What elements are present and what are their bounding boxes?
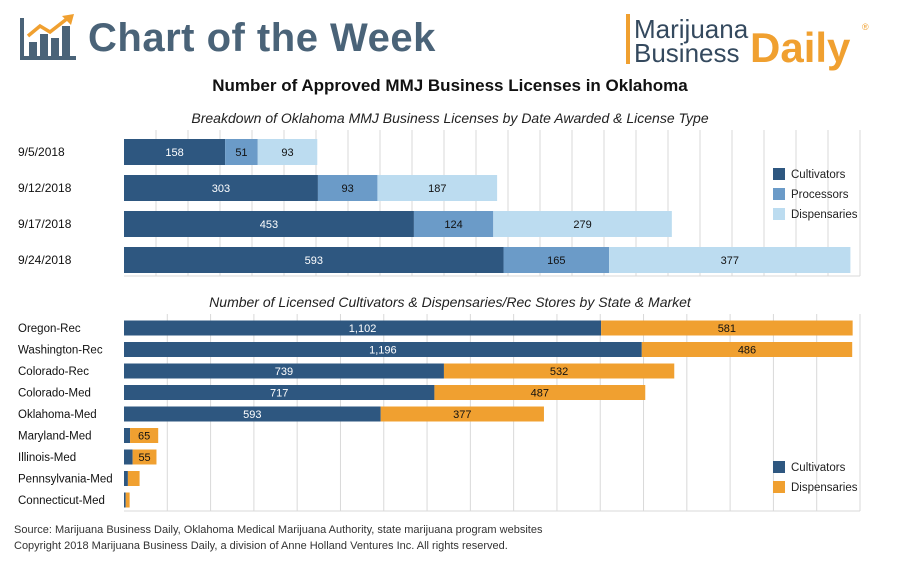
chart-2-data-label: 1,102	[349, 323, 377, 335]
chart-2-category-label: Illinois-Med	[18, 452, 76, 464]
chart-2-legend-swatch-dispensaries	[773, 481, 785, 493]
chart-1-bar-cultivators	[124, 139, 226, 165]
header-title: Chart of the Week	[88, 16, 436, 60]
chart-1-data-label: 51	[235, 147, 247, 159]
chart-1-data-label: 124	[444, 219, 462, 231]
chart-1-legend-swatch-cultivators	[773, 168, 785, 180]
chart-1-bar-dispensaries	[257, 139, 318, 165]
chart-1-legend-label: Cultivators	[791, 169, 846, 181]
chart-2-category-label: Oregon-Rec	[18, 323, 81, 335]
chart-2-legend-label: Dispensaries	[791, 482, 858, 494]
chart-2-data-label: 487	[531, 388, 549, 400]
chart-1-data-label: 158	[165, 147, 183, 159]
chart-2-data-label: 532	[550, 366, 568, 378]
chart-2-bar-dispensaries	[641, 342, 853, 357]
chart-1-category-label: 9/17/2018	[18, 217, 72, 231]
chart-1-bar-processors	[317, 175, 378, 201]
chart-1-data-label: 279	[573, 219, 591, 231]
chart-2-bar-cultivators	[124, 492, 126, 508]
chart-2-bar-cultivators	[124, 363, 444, 379]
chart-1-data-label: 453	[260, 219, 278, 231]
chart-2-bar-cultivators	[124, 320, 602, 336]
chart-2-data-label: 486	[738, 345, 756, 357]
chart-2-bar-cultivators	[124, 385, 435, 400]
chart-1-bar-cultivators	[124, 247, 504, 273]
chart-2-data-label: 581	[718, 323, 736, 335]
chart-2-category-label: Colorado-Rec	[18, 366, 89, 378]
chart-1-data-label: 165	[547, 255, 565, 267]
brand-registered-mark: ®	[862, 22, 869, 32]
source-note: Source: Marijuana Business Daily, Oklaho…	[14, 524, 543, 536]
chart-2-category-label: Colorado-Med	[18, 388, 91, 400]
chart-2-bar-dispensaries	[380, 406, 544, 422]
chart-2-data-label: 739	[275, 366, 293, 378]
chart-1-legend-label: Processors	[791, 189, 849, 201]
main-title: Number of Approved MMJ Business Licenses…	[212, 76, 688, 95]
chart-2-category-label: Oklahoma-Med	[18, 409, 97, 421]
chart-2-legend-label: Cultivators	[791, 462, 846, 474]
chart-1-bar-dispensaries	[609, 247, 851, 273]
chart-2-title: Number of Licensed Cultivators & Dispens…	[209, 294, 692, 310]
chart-1-data-label: 187	[428, 183, 446, 195]
copyright-note: Copyright 2018 Marijuana Business Daily,…	[14, 540, 508, 552]
chart-2-bar-dispensaries	[434, 385, 646, 400]
chart-2-category-label: Washington-Rec	[18, 345, 103, 357]
chart-2-category-label: Connecticut-Med	[18, 495, 105, 507]
chart-2-bar-dispensaries	[125, 492, 130, 508]
chart-1-bar-processors	[413, 211, 494, 237]
chart-1-bar-cultivators	[124, 175, 318, 201]
chart-1-legend-swatch-processors	[773, 188, 785, 200]
chart-1-bar-processors	[225, 139, 258, 165]
chart-1-bar-dispensaries	[377, 175, 498, 201]
brand-word-daily: Daily	[750, 24, 851, 71]
chart-2-data-label: 377	[453, 409, 471, 421]
chart-1-bar-cultivators	[124, 211, 414, 237]
brand-word-marijuana: Marijuana	[634, 14, 749, 44]
chart-2-bar-cultivators	[124, 449, 133, 465]
chart-2-data-label: 593	[243, 409, 261, 421]
chart-2-bar-dispensaries	[601, 320, 853, 336]
chart-2-data-label: 717	[270, 388, 288, 400]
footer: Source: Marijuana Business Daily, Oklaho…	[14, 522, 542, 554]
chart-2-bar-dispensaries	[130, 428, 159, 443]
chart-1-title: Breakdown of Oklahoma MMJ Business Licen…	[191, 110, 708, 126]
chart-1-category-label: 9/12/2018	[18, 181, 72, 195]
chart-2-bar-cultivators	[124, 342, 642, 357]
chart-2-legend-swatch-cultivators	[773, 461, 785, 473]
chart-2-data-label: 1,196	[369, 345, 397, 357]
chart-2-data-label: 65	[138, 431, 150, 443]
bar-chart-trend-icon	[20, 14, 76, 60]
chart-2-data-label: 55	[138, 452, 150, 464]
chart-2-bar-dispensaries	[127, 471, 140, 486]
chart-2-bar-dispensaries	[443, 363, 675, 379]
charts-area: Breakdown of Oklahoma MMJ Business Licen…	[18, 110, 861, 512]
chart-2-bar-cultivators	[124, 406, 381, 422]
chart-1-data-label: 377	[721, 255, 739, 267]
chart-1-data-label: 303	[212, 183, 230, 195]
chart-2-bar-dispensaries	[132, 449, 157, 465]
brand-accent-bar	[626, 14, 630, 64]
header: Chart of the Week Marijuana Business Dai…	[0, 0, 900, 72]
chart-2-bar-cultivators	[124, 471, 128, 486]
chart-1-bar-dispensaries	[493, 211, 672, 237]
brand-logo: Marijuana Business Daily ®	[626, 10, 886, 71]
chart-2-category-label: Maryland-Med	[18, 431, 92, 443]
chart-1-data-label: 93	[281, 147, 293, 159]
chart-2-bar-cultivators	[124, 428, 131, 443]
chart-1-data-label: 93	[342, 183, 354, 195]
chart-1-bar-processors	[503, 247, 610, 273]
chart-1-legend-swatch-dispensaries	[773, 208, 785, 220]
brand-word-business: Business	[634, 38, 740, 68]
chart-1-legend-label: Dispensaries	[791, 209, 858, 221]
chart-1-data-label: 593	[305, 255, 323, 267]
chart-1-category-label: 9/24/2018	[18, 253, 72, 267]
chart-1-category-label: 9/5/2018	[18, 145, 65, 159]
chart-2-category-label: Pennsylvania-Med	[18, 474, 113, 486]
